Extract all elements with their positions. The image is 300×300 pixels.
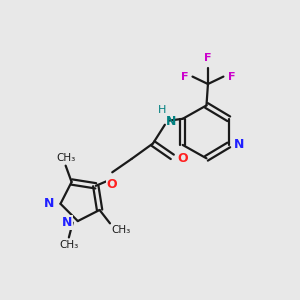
Text: CH₃: CH₃ — [56, 153, 75, 163]
Text: F: F — [204, 53, 212, 63]
Text: N: N — [234, 138, 244, 152]
Text: CH₃: CH₃ — [59, 240, 79, 250]
Text: N: N — [44, 197, 55, 210]
Text: N: N — [166, 115, 176, 128]
Text: H: H — [158, 105, 166, 115]
Text: CH₃: CH₃ — [112, 225, 131, 235]
Text: F: F — [228, 72, 236, 82]
Text: O: O — [178, 152, 188, 165]
Text: F: F — [181, 72, 188, 82]
Text: O: O — [106, 178, 117, 190]
Text: N: N — [62, 216, 72, 229]
